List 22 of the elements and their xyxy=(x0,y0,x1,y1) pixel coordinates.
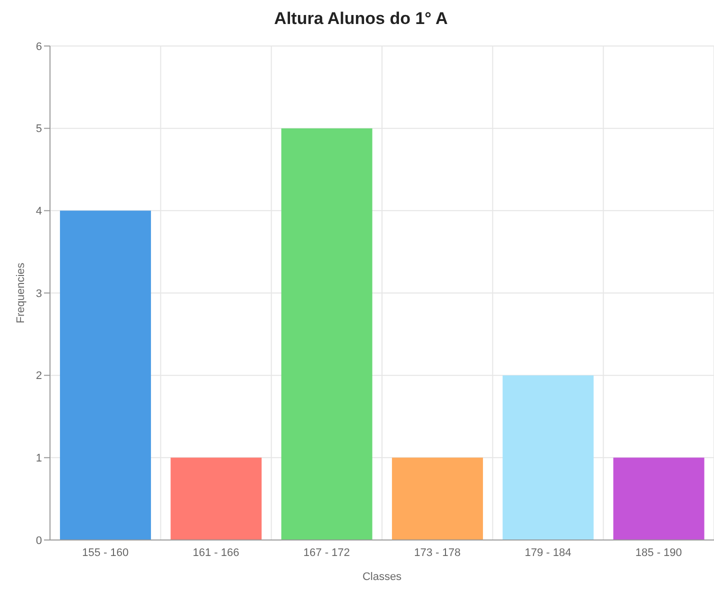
y-tick-label: 6 xyxy=(36,40,42,53)
y-tick-label: 5 xyxy=(36,123,42,136)
bar xyxy=(613,458,704,540)
x-tick-label: 167 - 172 xyxy=(303,546,350,559)
bar xyxy=(170,458,262,540)
x-tick-label: 155 - 160 xyxy=(82,546,129,559)
x-tick-label: 185 - 190 xyxy=(635,546,682,559)
x-tick-label: 179 - 184 xyxy=(524,546,572,559)
y-tick-label: 2 xyxy=(36,370,42,382)
bar xyxy=(502,375,594,540)
y-tick-label: 0 xyxy=(36,534,42,547)
bar xyxy=(281,128,372,540)
bar xyxy=(392,458,483,540)
x-tick-label: 173 - 178 xyxy=(414,546,461,559)
y-tick-label: 1 xyxy=(36,452,42,465)
x-tick-label: 161 - 166 xyxy=(192,546,240,559)
y-tick-label: 3 xyxy=(36,288,42,300)
x-axis-title: Classes xyxy=(362,571,402,583)
y-axis-title: Frequencies xyxy=(14,262,27,324)
bar xyxy=(60,210,151,540)
chart-title: Altura Alunos do 1° A xyxy=(273,8,449,30)
y-tick-label: 4 xyxy=(36,206,42,218)
